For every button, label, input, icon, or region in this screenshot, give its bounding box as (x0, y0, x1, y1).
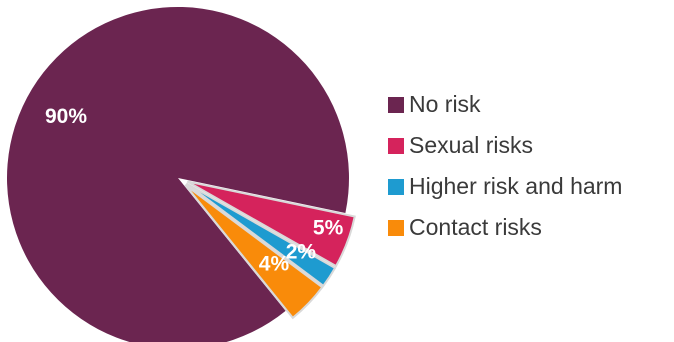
pie-slice-higher-risk-and-harm (185, 182, 337, 288)
legend-swatch-no-risk (388, 96, 404, 113)
legend-item-sexual-risks: Sexual risks (388, 131, 622, 160)
data-label-contact-risks: 4% (259, 252, 290, 275)
legend-swatch-sexual-risks (388, 137, 404, 154)
legend-item-no-risk: No risk (388, 90, 622, 119)
legend-label-sexual-risks: Sexual risks (409, 132, 533, 158)
legend-item-contact-risks: Contact risks (388, 213, 622, 242)
legend-item-higher-risk-and-harm: Higher risk and harm (388, 172, 622, 201)
data-label-higher-risk-and-harm: 2% (286, 240, 317, 263)
legend-label-contact-risks: Contact risks (409, 214, 542, 240)
pie-slice-no-risk (7, 7, 349, 342)
chart-legend: No risk Sexual risks Higher risk and har… (388, 90, 622, 242)
data-label-sexual-risks: 5% (313, 217, 344, 240)
legend-swatch-higher-risk-and-harm (388, 178, 404, 195)
data-label-no-risk: 90% (45, 105, 87, 128)
legend-swatch-contact-risks (388, 219, 404, 236)
pie-slice-sexual-risks (186, 180, 356, 268)
pie-slice-contact-risks (184, 184, 324, 320)
legend-label-higher-risk-and-harm: Higher risk and harm (409, 173, 623, 199)
legend-label-no-risk: No risk (409, 91, 481, 117)
